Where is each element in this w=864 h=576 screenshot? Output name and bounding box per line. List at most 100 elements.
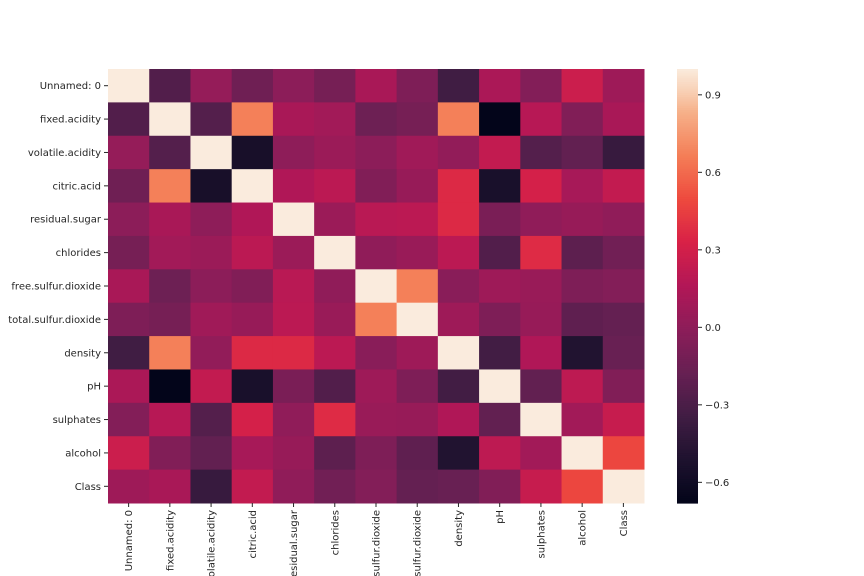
heatmap-cell (314, 269, 356, 304)
colorbar-segment (677, 487, 698, 491)
heatmap-cell (437, 369, 480, 404)
heatmap-cell (437, 69, 480, 103)
colorbar-segment (677, 270, 698, 274)
heatmap-cell (231, 102, 274, 137)
colorbar-segment (677, 127, 698, 131)
colorbar-segment (677, 435, 698, 439)
heatmap-cell (149, 69, 191, 103)
y-tick-label: residual.sugar (30, 215, 102, 226)
colorbar-segment (677, 331, 698, 335)
colorbar-segment (677, 194, 698, 198)
colorbar-segment (677, 238, 698, 242)
colorbar-segment (677, 188, 698, 192)
x-tick-label: pH (495, 510, 506, 524)
colorbar-segment (677, 190, 698, 194)
colorbar-segment (677, 481, 698, 485)
colorbar-segment (677, 207, 698, 211)
heatmap-cell (108, 269, 150, 304)
heatmap-cell (314, 235, 356, 270)
colorbar-segment (677, 175, 698, 179)
colorbar-segment (677, 307, 698, 311)
heatmap-cell (602, 135, 645, 170)
colorbar-segment (677, 162, 698, 166)
heatmap-cell (437, 402, 480, 437)
heatmap-cell (108, 202, 150, 237)
heatmap-cell (314, 369, 356, 404)
colorbar-segment (677, 223, 698, 226)
heatmap-cell (396, 269, 439, 304)
colorbar-segment (677, 372, 698, 376)
colorbar-segment (677, 366, 698, 370)
y-tick-label: Class (75, 482, 101, 493)
colorbar-segment (677, 466, 698, 469)
colorbar-segment (677, 212, 698, 215)
colorbar-segment (677, 468, 698, 472)
colorbar-segment (677, 398, 698, 402)
colorbar-segment (677, 77, 698, 81)
colorbar-segment (677, 233, 698, 237)
heatmap-cell (149, 402, 191, 437)
colorbar-segment (677, 312, 698, 315)
heatmap-cell (108, 102, 150, 137)
colorbar-segment (677, 322, 698, 326)
colorbar-tick-label: 0.0 (705, 323, 721, 334)
heatmap-cell (355, 436, 398, 471)
colorbar-segment (677, 374, 698, 378)
colorbar-segment (677, 457, 698, 461)
colorbar-segment (677, 108, 698, 111)
heatmap-cell (149, 269, 191, 304)
heatmap-cell (520, 235, 563, 270)
heatmap-cell (561, 169, 604, 204)
colorbar-segment (677, 123, 698, 127)
heatmap-cell (149, 235, 191, 270)
colorbar-segment (677, 303, 698, 307)
heatmap-cell (520, 369, 563, 404)
heatmap-cell (190, 169, 233, 204)
colorbar-segment (677, 275, 698, 278)
heatmap-cell (602, 235, 645, 270)
x-tick-label: citric.acid (248, 510, 259, 559)
colorbar-segment (677, 166, 698, 170)
colorbar-segment (677, 292, 698, 296)
colorbar-segment (677, 168, 698, 172)
colorbar-segment (677, 225, 698, 229)
heatmap-cell (314, 135, 356, 170)
heatmap-cell (108, 302, 150, 337)
colorbar-segment (677, 494, 698, 498)
colorbar-segment (677, 325, 698, 328)
heatmap-cell (602, 469, 645, 504)
y-tick-label: total.sulfur.dioxide (8, 315, 101, 326)
heatmap-cell (437, 235, 480, 270)
heatmap-cell (314, 202, 356, 237)
heatmap-cell (190, 202, 233, 237)
colorbar-segment (677, 244, 698, 248)
heatmap-cell (231, 469, 274, 504)
heatmap-cell (272, 402, 315, 437)
heatmap-cell (520, 402, 563, 437)
heatmap-cell (190, 402, 233, 437)
heatmap-cell (231, 369, 274, 404)
heatmap-cell (314, 69, 356, 103)
heatmap-cell (190, 436, 233, 471)
colorbar-segment (677, 344, 698, 348)
x-tick-label: density (454, 510, 465, 547)
colorbar-segment (677, 95, 698, 98)
heatmap-cell (561, 436, 604, 471)
colorbar-segment (677, 264, 698, 268)
heatmap-cell (479, 336, 521, 370)
y-axis: Unnamed: 0 fixed.acidity volatile.acidity c… (8, 81, 108, 493)
colorbar-segment (677, 153, 698, 157)
colorbar-segment (677, 283, 698, 287)
colorbar-tick-label: −0.6 (705, 478, 729, 489)
colorbar-segment (677, 249, 698, 252)
colorbar-segment (677, 262, 698, 265)
colorbar-segment (677, 450, 698, 454)
colorbar-segment (677, 476, 698, 480)
colorbar-segment (677, 147, 698, 150)
colorbar-segment (677, 201, 698, 205)
colorbar-segment (677, 210, 698, 213)
colorbar-segment (677, 129, 698, 133)
heatmap-cell (396, 135, 439, 170)
heatmap-cell (355, 169, 398, 204)
